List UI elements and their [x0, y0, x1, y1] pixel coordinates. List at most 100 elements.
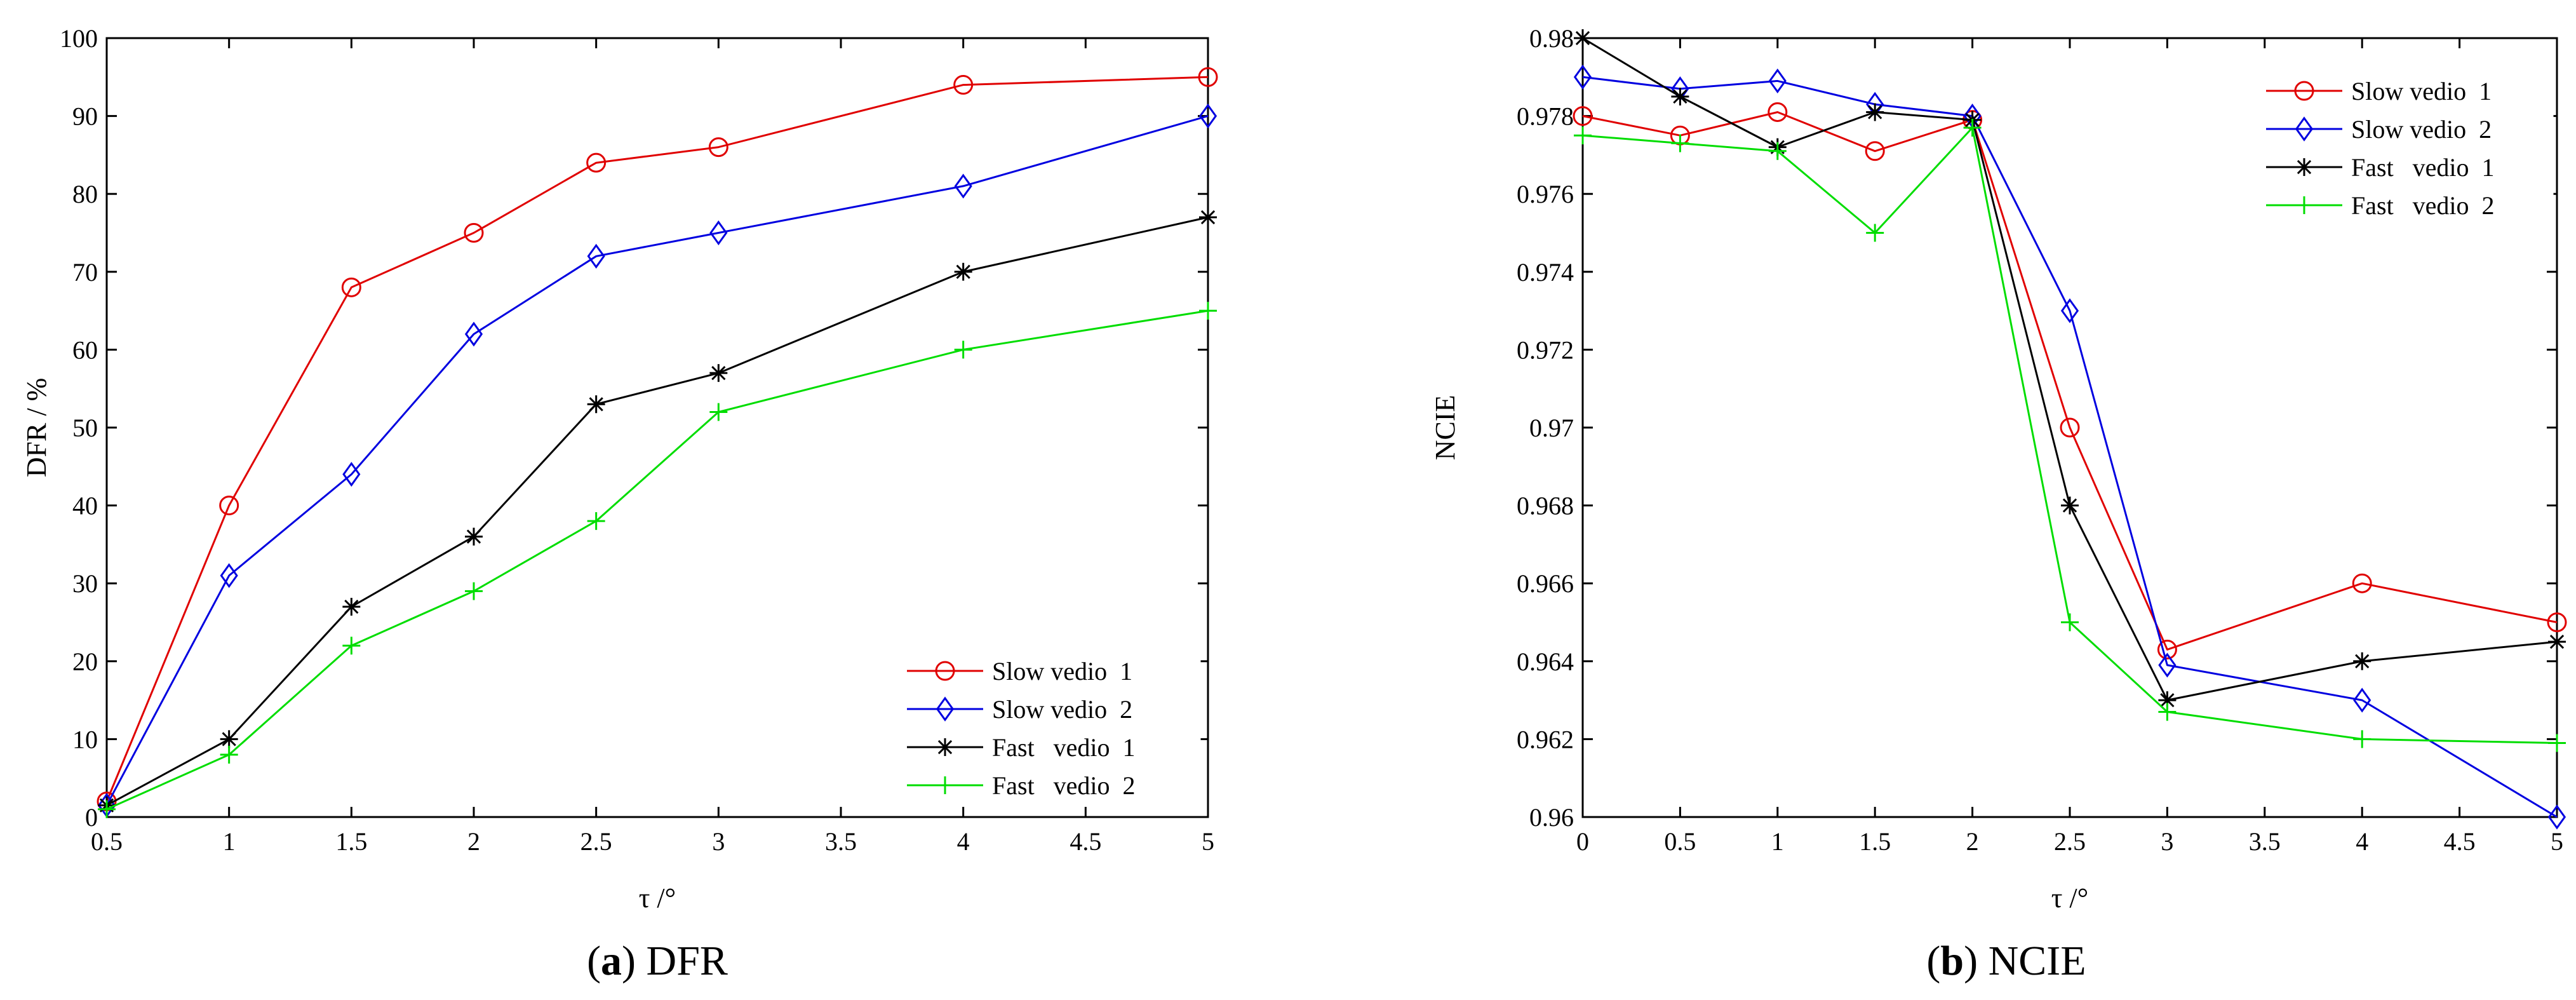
y-tick-label: 0.978 — [1517, 102, 1574, 131]
data-point-marker — [342, 597, 361, 616]
data-point-marker — [953, 75, 974, 95]
data-point-marker — [2353, 687, 2371, 713]
legend-marker — [936, 696, 955, 722]
data-point-marker — [587, 512, 605, 530]
y-tick-label: 0.968 — [1517, 492, 1574, 520]
x-tick-label: 4 — [2356, 827, 2368, 856]
data-point-marker — [1671, 87, 1689, 105]
panel-a-legend: Slow vedio 1 Slow vedio 2 Fast vedio 1 Fast… — [889, 647, 1201, 800]
data-point-marker — [1198, 67, 1218, 87]
panel-b-y-axis-label: NCIE — [1430, 395, 1461, 461]
panel-b-series — [1573, 29, 2567, 830]
data-point-marker — [1768, 102, 1788, 122]
legend-item: Fast vedio 1 — [907, 733, 1136, 762]
data-point-marker — [464, 223, 484, 243]
legend-item: Slow vedio 1 — [2266, 77, 2492, 105]
y-tick-label: 0.972 — [1517, 335, 1574, 364]
panel-a-ticks: 0.5 1 1.5 2 2.5 3 3.5 4 4.5 501020304050607080901… — [60, 24, 1214, 856]
x-tick-label: 1 — [223, 827, 236, 856]
y-tick-label: 10 — [72, 725, 98, 753]
data-point-marker — [709, 403, 728, 421]
data-point-marker — [220, 563, 238, 588]
series-4 — [98, 302, 1217, 818]
y-tick-label: 40 — [72, 492, 98, 520]
panel-b-ticks: 0 0.5 1 1.5 2 2.5 3 3.5 4 4.5 5 0.96 0.962 0.964 0.966… — [1517, 24, 2563, 856]
x-tick-label: 4.5 — [2444, 827, 2476, 856]
y-tick-label: 0 — [85, 803, 98, 832]
data-point-marker — [465, 582, 483, 600]
data-point-marker — [1574, 126, 1592, 145]
series-line — [106, 309, 1209, 811]
series-line — [105, 76, 1209, 802]
legend-item: Fast vedio 2 — [907, 771, 1136, 800]
series-4 — [1574, 118, 2566, 752]
data-point-marker — [954, 341, 972, 359]
panel-b-ncie-chart: 0 0.5 1 1.5 2 2.5 3 3.5 4 4.5 5 0.96 0.962 0.964 0.966… — [1430, 24, 2567, 984]
data-point-marker — [342, 637, 361, 655]
x-tick-label: 0.5 — [91, 827, 123, 856]
panel-b-legend-box — [2248, 68, 2554, 225]
data-point-marker — [2060, 417, 2080, 438]
panel-a-x-axis-label: τ /° — [639, 882, 676, 914]
data-point-marker — [2061, 496, 2079, 515]
x-tick-label: 1.5 — [335, 827, 367, 856]
data-point-marker — [954, 173, 972, 199]
panel-b-caption-title: NCIE — [1989, 938, 2086, 984]
data-point-marker — [1768, 68, 1787, 93]
x-tick-label: 3.5 — [825, 827, 857, 856]
legend-item: Slow vedio 1 — [907, 657, 1132, 686]
y-tick-label: 0.964 — [1517, 647, 1574, 676]
y-tick-label: 60 — [72, 335, 98, 364]
y-tick-label: 20 — [72, 647, 98, 676]
x-tick-label: 1.5 — [1859, 827, 1891, 856]
data-point-marker — [1963, 118, 1982, 137]
data-point-marker — [1198, 104, 1218, 129]
legend-marker — [936, 776, 954, 794]
data-point-marker — [708, 137, 728, 158]
y-tick-label: 90 — [72, 102, 98, 131]
data-point-marker — [2547, 804, 2566, 830]
legend-item: Fast vedio 2 — [2266, 191, 2495, 220]
panel-b-caption: (b) NCIE — [1926, 938, 2086, 984]
data-point-marker — [2353, 652, 2371, 670]
x-tick-label: 3 — [2161, 827, 2173, 856]
legend-marker — [936, 738, 954, 756]
legend-marker — [2295, 116, 2314, 142]
y-tick-label: 0.962 — [1517, 725, 1574, 753]
y-tick-label: 0.974 — [1517, 258, 1574, 287]
y-tick-label: 30 — [72, 569, 98, 598]
data-point-marker — [1866, 224, 1884, 242]
legend-label: Slow vedio 2 — [992, 695, 1132, 724]
legend-label: Fast vedio 1 — [992, 733, 1136, 762]
data-point-marker — [219, 496, 239, 516]
panel-a-y-axis-label: DFR / % — [21, 378, 52, 477]
data-point-marker — [2061, 613, 2079, 632]
data-point-marker — [587, 243, 605, 269]
legend-marker — [2295, 158, 2313, 176]
data-point-marker — [2547, 612, 2567, 632]
x-tick-label: 5 — [2551, 827, 2563, 856]
series-line — [105, 115, 1209, 806]
legend-label: Slow vedio 2 — [2351, 115, 2492, 144]
x-tick-label: 5 — [1202, 827, 1214, 856]
x-tick-label: 0 — [1576, 827, 1589, 856]
data-point-marker — [2157, 639, 2177, 659]
x-tick-label: 2.5 — [580, 827, 612, 856]
y-tick-label: 0.98 — [1529, 24, 1574, 53]
y-tick-label: 50 — [72, 414, 98, 442]
data-point-marker — [1671, 134, 1689, 152]
legend-label: Slow vedio 1 — [2351, 77, 2492, 105]
panel-b-x-axis-label: τ /° — [2051, 882, 2089, 914]
legend-label: Fast vedio 1 — [2351, 153, 2495, 182]
panel-b-legend-items: Slow vedio 1 Slow vedio 2 Fast vedio 1 Fast… — [2266, 77, 2495, 220]
y-tick-label: 80 — [72, 180, 98, 208]
data-point-marker — [2158, 652, 2177, 678]
legend-label: Slow vedio 1 — [992, 657, 1132, 686]
data-point-marker — [2158, 691, 2177, 710]
panel-a-legend-box — [889, 647, 1201, 800]
x-tick-label: 3 — [712, 827, 725, 856]
panel-b-caption-letter: b — [1940, 938, 1964, 984]
series-line — [106, 216, 1209, 806]
x-tick-label: 0.5 — [1664, 827, 1696, 856]
